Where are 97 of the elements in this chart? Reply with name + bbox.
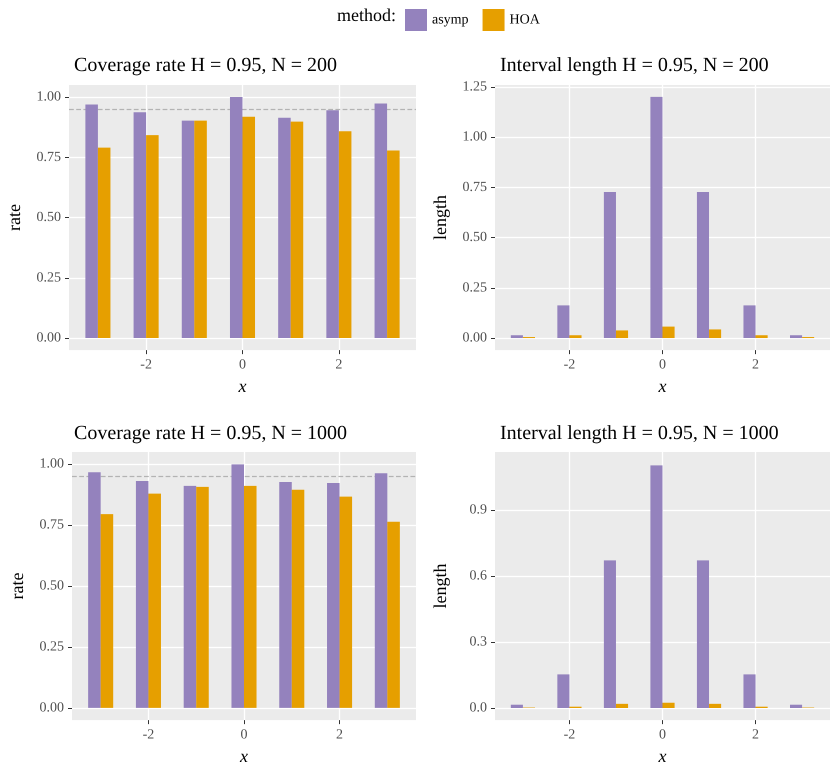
- y-tick-label: 1.00: [36, 90, 61, 105]
- y-axis-title: length: [430, 195, 450, 240]
- bar: [557, 674, 570, 708]
- bar: [662, 702, 675, 708]
- bar: [278, 118, 291, 338]
- x-tick-label: -2: [564, 358, 576, 373]
- bar: [374, 473, 388, 708]
- y-tick-label: 0.75: [40, 518, 64, 533]
- y-axis-title: length: [430, 564, 450, 609]
- bar: [242, 116, 256, 338]
- legend-title: method:: [337, 5, 396, 25]
- bar: [569, 335, 582, 338]
- bar: [290, 122, 304, 338]
- bar: [650, 96, 662, 338]
- bar: [244, 486, 257, 708]
- x-tick-label: 2: [336, 728, 344, 743]
- bar: [604, 560, 616, 708]
- x-tick-label: 2: [335, 358, 342, 373]
- bar: [510, 335, 523, 338]
- y-tick-label: 1.00: [40, 456, 64, 472]
- x-axis-title: x: [658, 376, 666, 396]
- legend-label: asymp: [432, 12, 469, 28]
- bar: [292, 490, 304, 708]
- x-axis-title: x: [658, 746, 666, 766]
- bar: [557, 305, 570, 338]
- y-tick-label: 0.00: [40, 700, 64, 716]
- bar: [88, 472, 101, 708]
- bar: [100, 514, 114, 708]
- y-tick-label: 0.75: [36, 150, 61, 165]
- x-tick-label: 0: [239, 358, 246, 373]
- x-tick-label: 2: [752, 358, 760, 373]
- bar: [387, 150, 400, 338]
- bar: [650, 465, 662, 708]
- y-tick-label: 0.00: [36, 330, 61, 346]
- x-tick-label: -2: [140, 358, 152, 373]
- chart-title: Interval length H = 0.95, N = 1000: [500, 422, 779, 444]
- bar: [326, 110, 339, 338]
- bar: [709, 704, 722, 708]
- bar: [696, 560, 710, 708]
- bar: [696, 192, 710, 338]
- bar: [510, 704, 523, 708]
- bar: [196, 486, 209, 708]
- chart-title: Coverage rate H = 0.95, N = 200: [74, 54, 338, 76]
- x-tick-label: -2: [142, 728, 154, 743]
- x-tick-label: 0: [659, 358, 666, 373]
- bar: [182, 120, 194, 338]
- x-axis-title: x: [239, 746, 248, 766]
- bar: [184, 486, 196, 708]
- y-tick-label: 0.00: [462, 330, 487, 346]
- bar: [340, 496, 352, 708]
- y-tick-label: 0.50: [36, 210, 61, 226]
- x-axis-title: x: [238, 376, 246, 396]
- y-tick-label: 0.50: [40, 578, 64, 594]
- bar: [743, 305, 756, 338]
- bar: [338, 131, 352, 338]
- bar: [387, 522, 400, 708]
- bar: [136, 481, 148, 708]
- chart-title: Coverage rate H = 0.95, N = 1000: [74, 422, 348, 444]
- bar: [231, 464, 244, 708]
- bar: [662, 326, 675, 338]
- y-tick-label: 0.0: [470, 700, 487, 716]
- bar: [230, 97, 242, 338]
- x-tick-label: 2: [752, 728, 760, 743]
- bar: [374, 104, 388, 338]
- bar: [98, 148, 110, 338]
- chart-title: Interval length H = 0.95, N = 200: [500, 54, 769, 76]
- bar: [85, 104, 98, 338]
- y-tick-label: 0.75: [462, 180, 487, 195]
- bar: [134, 112, 146, 338]
- y-tick-label: 0.25: [36, 270, 61, 286]
- y-tick-label: 0.25: [40, 639, 64, 654]
- x-tick-label: -2: [564, 728, 576, 743]
- bar: [148, 494, 161, 708]
- y-axis-title: rate: [7, 572, 27, 600]
- bar: [194, 120, 207, 338]
- y-axis-title: rate: [4, 204, 24, 232]
- legend-label: HOA: [510, 12, 541, 28]
- y-tick-label: 0.9: [470, 502, 487, 518]
- bar: [709, 329, 722, 338]
- y-tick-label: 0.6: [470, 568, 487, 584]
- y-tick-label: 0.50: [462, 230, 487, 246]
- bar: [279, 482, 292, 708]
- y-tick-label: 1.00: [462, 130, 487, 145]
- bar: [616, 704, 628, 708]
- x-tick-label: 0: [240, 728, 248, 743]
- y-tick-label: 0.25: [462, 280, 487, 296]
- bar: [756, 335, 768, 338]
- bar: [327, 482, 340, 708]
- bar: [743, 674, 756, 708]
- bar: [146, 135, 159, 338]
- bar: [616, 330, 628, 338]
- y-tick-label: 0.3: [470, 634, 487, 650]
- bar: [604, 192, 616, 338]
- x-tick-label: 0: [659, 728, 666, 743]
- bar: [790, 704, 802, 708]
- bar: [790, 335, 802, 338]
- y-tick-label: 1.25: [462, 80, 487, 95]
